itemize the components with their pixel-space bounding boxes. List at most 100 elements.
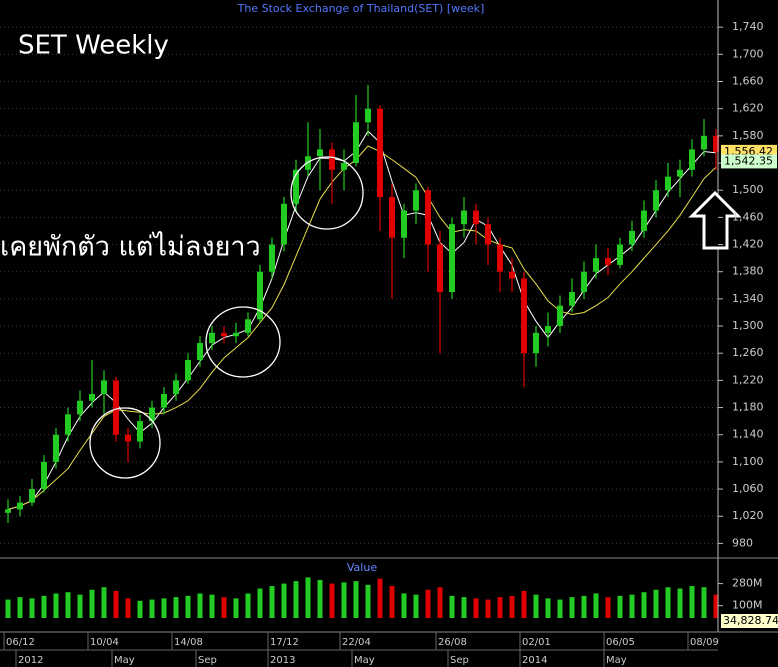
- volume-bar: [5, 599, 11, 618]
- y-tick-label: 1,140: [732, 428, 764, 441]
- volume-bar: [221, 597, 227, 618]
- y-tick-label: 1,260: [732, 346, 764, 359]
- y-tick-label: 1,380: [732, 265, 764, 278]
- candle-body: [53, 434, 59, 462]
- volume-bar: [341, 582, 347, 618]
- volume-bar: [701, 587, 707, 618]
- candle-body: [569, 292, 575, 306]
- volume-bar: [317, 579, 323, 618]
- candle-body: [689, 149, 695, 170]
- volume-bar: [713, 594, 719, 618]
- volume-bar: [41, 595, 47, 618]
- volume-bar: [461, 597, 467, 618]
- volume-bar: [377, 578, 383, 618]
- candle-body: [269, 244, 275, 272]
- highlight-circle: [205, 306, 281, 378]
- candle-body: [185, 360, 191, 381]
- candle-body: [509, 271, 515, 279]
- price-marker-label: 1,542.35: [724, 154, 773, 167]
- volume-bar: [581, 595, 587, 618]
- volume-bar: [137, 600, 143, 618]
- volume-tick-label: 280M: [732, 577, 763, 590]
- volume-bar: [329, 583, 335, 618]
- candle-body: [617, 244, 623, 265]
- volume-marker: [721, 614, 778, 628]
- candle-body: [629, 230, 635, 245]
- candle-body: [173, 380, 179, 394]
- volume-bar: [413, 594, 419, 618]
- price-marker: [721, 154, 777, 169]
- candle-body: [137, 421, 143, 442]
- volume-bar: [677, 588, 683, 618]
- candle-body: [605, 258, 611, 265]
- annotation: SET Weekly: [18, 31, 169, 61]
- candle-body: [5, 509, 11, 513]
- candle-body: [233, 332, 239, 337]
- y-tick-label: 1,740: [732, 20, 764, 33]
- volume-bar: [521, 590, 527, 618]
- candle-body: [377, 108, 383, 197]
- chart-title: The Stock Exchange of Thailand(SET) [wee…: [237, 2, 485, 15]
- x-tick-label: 02/01: [522, 637, 551, 648]
- candle-body: [473, 210, 479, 225]
- candle-body: [437, 244, 443, 293]
- candle-body: [581, 271, 587, 293]
- volume-bar: [545, 598, 551, 618]
- y-tick-label: 1,700: [732, 47, 764, 60]
- volume-bar: [533, 594, 539, 618]
- candle-body: [641, 210, 647, 231]
- highlight-circle: [89, 407, 161, 479]
- candle-body: [89, 393, 95, 401]
- x-tick-label: 10/04: [90, 637, 119, 648]
- candle-body: [125, 434, 131, 442]
- volume-bar: [305, 577, 311, 618]
- volume-bar: [389, 586, 395, 618]
- volume-bar: [497, 597, 503, 618]
- moving-average: [7, 130, 717, 510]
- x-tick-label: 14/08: [174, 637, 203, 648]
- y-tick-label: 1,340: [732, 292, 764, 305]
- volume-bar: [269, 586, 275, 618]
- volume-bar: [185, 595, 191, 618]
- candle-body: [41, 461, 47, 490]
- candle-body: [17, 502, 23, 510]
- candle-body: [365, 108, 371, 123]
- candle-body: [65, 414, 71, 435]
- volume-bar: [125, 598, 131, 618]
- volume-bar: [437, 587, 443, 618]
- candle-body: [209, 332, 215, 344]
- candle-body: [713, 135, 719, 152]
- y-tick-label: 1,180: [732, 401, 764, 414]
- candle-body: [149, 407, 155, 422]
- y-tick-label: 1,580: [732, 129, 764, 142]
- moving-averages: [7, 130, 717, 510]
- candle-body: [341, 163, 347, 170]
- y-tick-label: 1,660: [732, 75, 764, 88]
- volume-bar: [425, 589, 431, 618]
- candle-body: [293, 169, 299, 204]
- x-tick-label: 06/05: [606, 637, 635, 648]
- candle-body: [521, 278, 527, 354]
- volume-bar: [245, 593, 251, 618]
- candle-body: [677, 169, 683, 177]
- volume-bar: [281, 583, 287, 618]
- candle-body: [401, 210, 407, 238]
- volume-bar: [365, 584, 371, 618]
- volume-bar: [293, 581, 299, 618]
- y-tick-label: 1,500: [732, 183, 764, 196]
- candle-body: [701, 135, 707, 150]
- volume-bar: [17, 597, 23, 618]
- candle-body: [449, 224, 455, 293]
- volume-bar: [197, 593, 203, 618]
- volume-bar: [401, 593, 407, 618]
- volume-title: Value: [347, 561, 377, 574]
- x-period-label: May: [114, 655, 135, 666]
- candle-body: [653, 190, 659, 211]
- candle-body: [245, 319, 251, 333]
- volume-bar: [53, 593, 59, 618]
- volume-bar: [113, 590, 119, 618]
- candle-body: [557, 305, 563, 327]
- candle-body: [545, 326, 551, 333]
- volume-bar: [101, 587, 107, 618]
